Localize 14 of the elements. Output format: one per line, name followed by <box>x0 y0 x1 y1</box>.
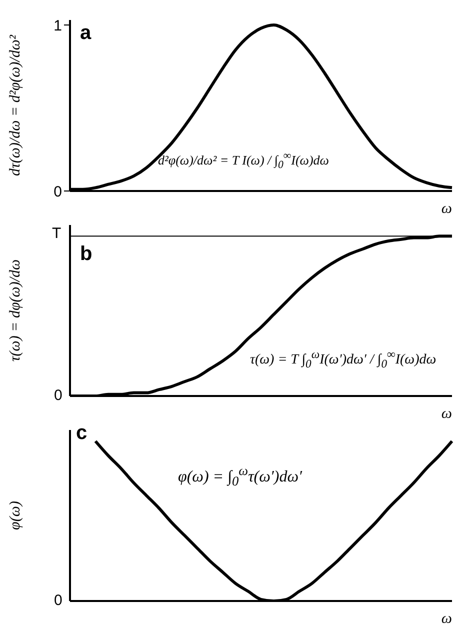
annotation: φ(ω) = ∫$_{0}$$^{ω}$τ(ω′)dω′ <box>178 463 302 490</box>
y-axis-title: φ(ω) <box>7 501 24 530</box>
chart-title: c <box>76 422 88 445</box>
chart-title: b <box>80 243 92 266</box>
y-tick-label: 1 <box>54 17 62 34</box>
y-axis-title: dτ(ω)/dω = d²φ(ω)/dω² <box>7 34 24 176</box>
annotation: d²φ(ω)/dω² = T I(ω) / ∫$_{0}$$^{∞}$I(ω)dω <box>158 150 329 171</box>
annotation: τ(ω) = T ∫$_{0}$$^{ω}$I(ω′)dω′ / ∫$_{0}$$^{∞}$I(ω)dω <box>250 348 436 370</box>
x-axis-title: ω <box>441 201 452 217</box>
y-axis-title: τ(ω) = dφ(ω)/dω <box>7 259 24 362</box>
x-axis-title: ω <box>441 406 452 422</box>
x-axis-title: ω <box>441 611 452 627</box>
text: T <box>52 225 62 242</box>
chart-title: a <box>80 22 92 45</box>
